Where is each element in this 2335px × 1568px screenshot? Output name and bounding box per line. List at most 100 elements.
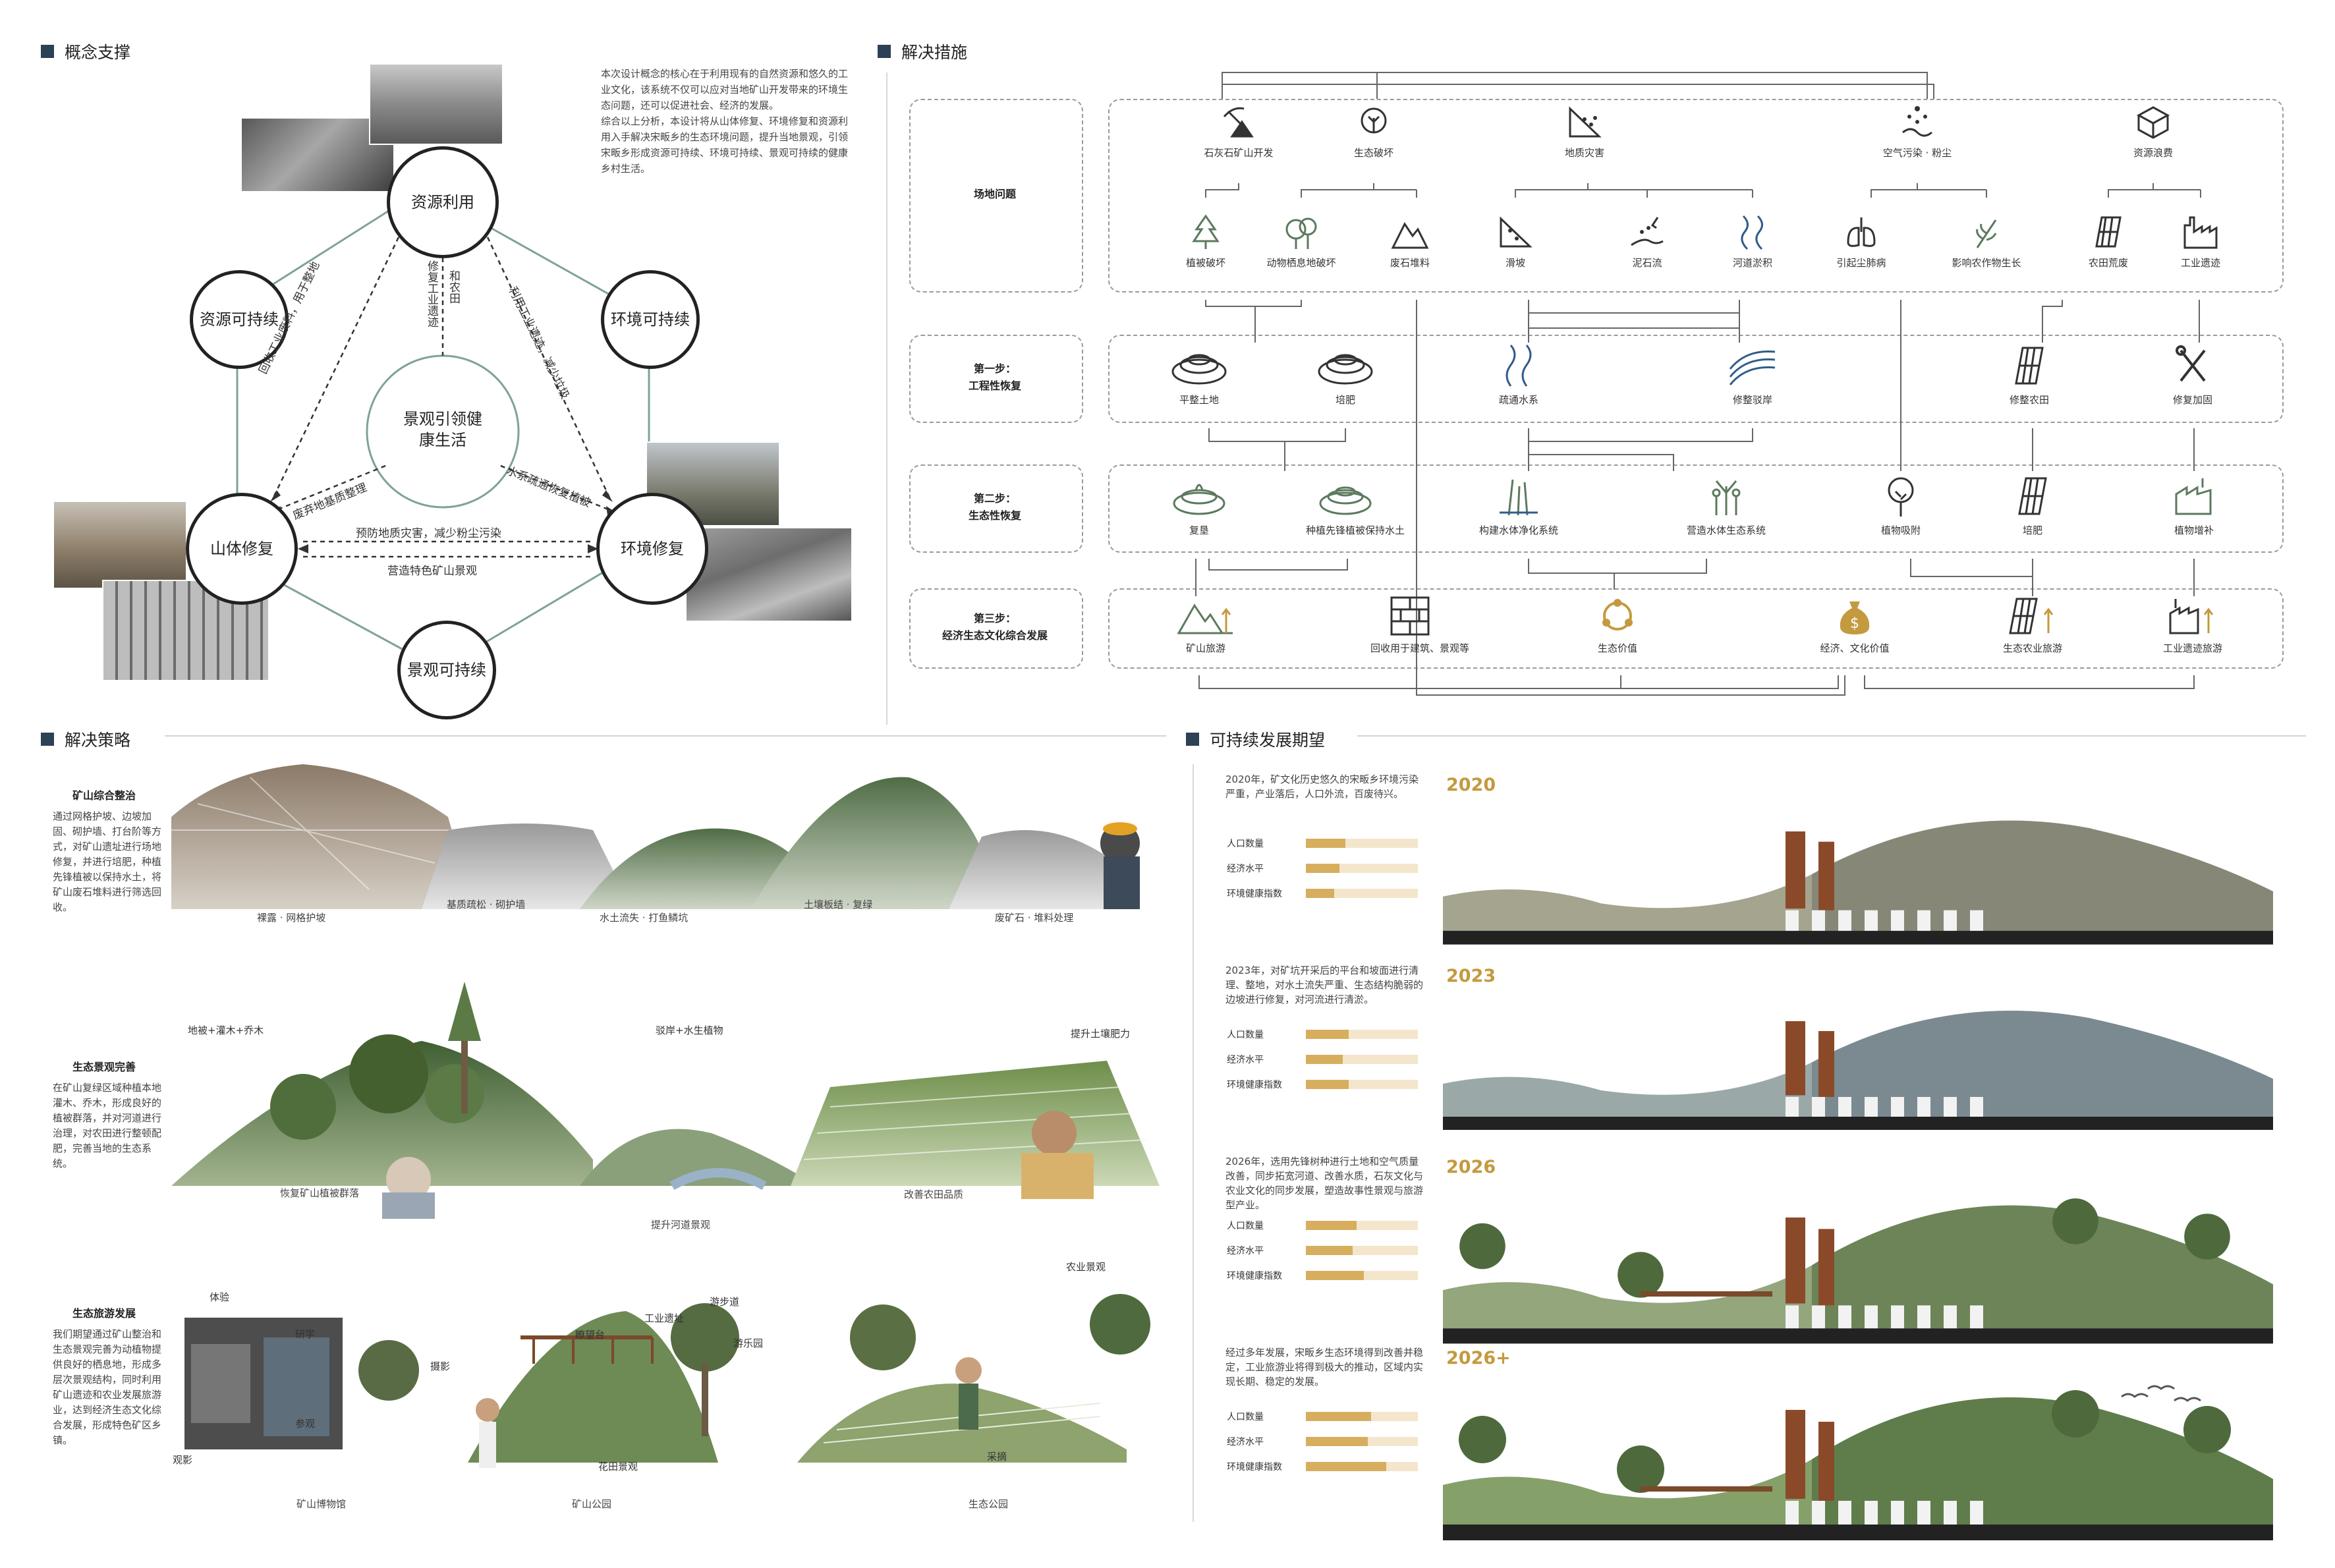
tag-soil-fertility: 提升土壤肥力 — [1071, 1028, 1131, 1040]
tag-film: 观影 — [173, 1454, 193, 1466]
section-title-concept: 概念支撑 — [41, 40, 130, 63]
money-bag-icon: $ — [1840, 602, 1870, 634]
icon-item-eco-value: 生态价值 — [1578, 595, 1657, 655]
indicator-name: 人口数量 — [1227, 1221, 1264, 1231]
green-terrace-icon — [1319, 486, 1372, 515]
tag-flower-field: 花田景观 — [598, 1461, 638, 1472]
indicator-fill — [1306, 1055, 1343, 1064]
timeline-year: 2026+ — [1446, 1348, 1511, 1368]
indicator-row: 人口数量 — [1227, 1219, 1418, 1232]
icon-item-mine-tourism: 矿山旅游 — [1166, 595, 1245, 655]
icon-item-resource-waste: 资源浪费 — [2114, 102, 2193, 159]
row-content-step2 — [1108, 464, 2284, 553]
box-icon — [2136, 106, 2170, 139]
indicator-fill — [1306, 864, 1339, 873]
bushes-icon — [1285, 217, 1317, 249]
icon-item-level-land: 平整土地 — [1160, 343, 1239, 406]
landscape-mine-repair — [171, 764, 1140, 909]
row-label-step2: 第二步： 生态性恢复 — [968, 492, 1021, 522]
row-label-step3: 第三步： 经济生态文化综合发展 — [942, 612, 1048, 642]
terrace-icon — [1171, 354, 1227, 385]
pickaxe-icon — [1223, 107, 1254, 138]
icon-item-farmland: 农田荒废 — [2069, 212, 2148, 269]
timeline-text: 2020年，矿文化历史悠久的宋畈乡环境污染严重，产业落后，人口外流，百废待兴。 — [1225, 773, 1419, 800]
indicator-bar — [1306, 1246, 1418, 1255]
indicator-bar — [1306, 864, 1418, 873]
icon-item-debris-flow: 泥石流 — [1608, 212, 1687, 269]
concept-paragraph: 本次设计概念的核心在于利用现有的自然资源和悠久的工业文化，该系统不仅可以应对当地… — [601, 68, 849, 175]
icon-item-pioneer-plants: 种植先锋植被保持水土 — [1306, 473, 1405, 537]
indicator-fill — [1306, 889, 1334, 898]
aquatic-plants-icon — [1712, 480, 1741, 515]
strategy-title-1: 矿山综合整治 — [72, 789, 136, 802]
landscape-eco-improve — [171, 982, 1160, 1219]
indicator-row: 经济水平 — [1227, 862, 1418, 875]
icon-item-eco-damage: 生态破坏 — [1334, 102, 1413, 159]
indicator-fill — [1306, 1080, 1349, 1089]
indicator-bar — [1306, 839, 1418, 848]
icon-item-embankment: 修整驳岸 — [1713, 343, 1792, 406]
timeline-text: 2026年，选用先锋树种进行土地和空气质量改善，同步拓宽河道、改善水质，石灰文化… — [1225, 1156, 1424, 1211]
indicator-name: 人口数量 — [1227, 839, 1264, 849]
timeline-landscape — [1443, 1011, 2273, 1130]
indicator-fill — [1306, 839, 1345, 848]
icon-item-econ-culture: $ 经济、文化价值 — [1815, 595, 1894, 655]
measures-connectors — [1195, 72, 2201, 696]
icon-item-recycle-build: 回收用于建筑、景观等 — [1370, 595, 1469, 655]
indicator-name: 环境健康指数 — [1227, 1271, 1282, 1281]
field-grid-icon — [2018, 477, 2047, 515]
icon-item-reclaim: 复垦 — [1160, 473, 1239, 537]
row-label-box — [909, 99, 1083, 293]
timeline-landscape — [1443, 1198, 2273, 1344]
debris-flow-icon — [1631, 217, 1664, 246]
indicator-row: 环境健康指数 — [1227, 887, 1418, 900]
node-center: 景观引领健 康生活 — [403, 410, 482, 449]
indicator-bar — [1306, 1055, 1418, 1064]
indicator-name: 环境健康指数 — [1227, 1462, 1282, 1472]
caption-retaining-wall: 基质疏松 · 砌护墙 — [447, 899, 526, 910]
indicator-bar — [1306, 1271, 1418, 1280]
tree-icon — [1192, 214, 1220, 249]
strategy-title-2: 生态景观完善 — [72, 1061, 136, 1073]
landslide-icon — [1569, 106, 1602, 138]
section-title-measures: 解决措施 — [878, 40, 967, 63]
strategy-title-3: 生态旅游发展 — [72, 1307, 136, 1320]
caption-river-landscape: 提升河道景观 — [651, 1219, 711, 1231]
brick-wall-icon — [1390, 596, 1430, 636]
edge-label-bottom-bot: 营造特色矿山景观 — [387, 565, 477, 578]
title-square — [41, 45, 54, 58]
timeline-year: 2023 — [1446, 966, 1496, 986]
caption-mine-museum: 矿山博物馆 — [296, 1498, 347, 1510]
indicator-fill — [1306, 1221, 1357, 1230]
row-label-problems: 场地问题 — [973, 188, 1016, 200]
indicator-bar — [1306, 1437, 1418, 1446]
strategy-text-3: 我们期望通过矿山整治和生态景观完善为动植物提供良好的栖息地，形成多层次景观结构，… — [53, 1328, 162, 1446]
factory-plant-icon — [2175, 478, 2212, 515]
indicator-bar — [1306, 1412, 1418, 1421]
timeline-landscape — [1443, 820, 2273, 945]
icon-item-habitat: 动物栖息地破坏 — [1262, 212, 1341, 269]
caption-regreen: 土壤板结 · 复绿 — [804, 899, 873, 910]
indicator-row: 人口数量 — [1227, 1028, 1418, 1041]
caption-waste-pile: 废矿石 · 堆料处理 — [995, 912, 1074, 924]
rock-pile-icon — [1391, 222, 1429, 249]
indicator-fill — [1306, 1271, 1364, 1280]
tag-bank-aquatic: 驳岸+水生植物 — [656, 1024, 723, 1036]
row-label-step1: 第一步： 工程性恢复 — [968, 362, 1021, 392]
timeline-text: 2023年，对矿坑开采后的平台和坡面进行清理、整地，对水土流失严重、生态结构脆弱… — [1225, 965, 1424, 1005]
row-content-step3 — [1108, 588, 2284, 669]
row-content-step1 — [1108, 335, 2284, 423]
icon-item-industrial-relic: 工业遗迹 — [2161, 212, 2240, 269]
tag-picking: 采摘 — [987, 1451, 1007, 1463]
indicator-bar — [1306, 1080, 1418, 1089]
node-resource-use: 资源利用 — [387, 146, 499, 258]
indicator-row: 环境健康指数 — [1227, 1460, 1418, 1473]
indicator-name: 环境健康指数 — [1227, 1080, 1282, 1090]
indicator-row: 环境健康指数 — [1227, 1078, 1418, 1091]
tools-icon — [2176, 345, 2206, 382]
icon-item-landslide: 滑坡 — [1476, 212, 1555, 269]
row-content-problems — [1108, 99, 2284, 293]
tag-study: 研学 — [295, 1328, 316, 1340]
title-square — [41, 733, 54, 746]
lungs-icon — [1847, 217, 1876, 247]
